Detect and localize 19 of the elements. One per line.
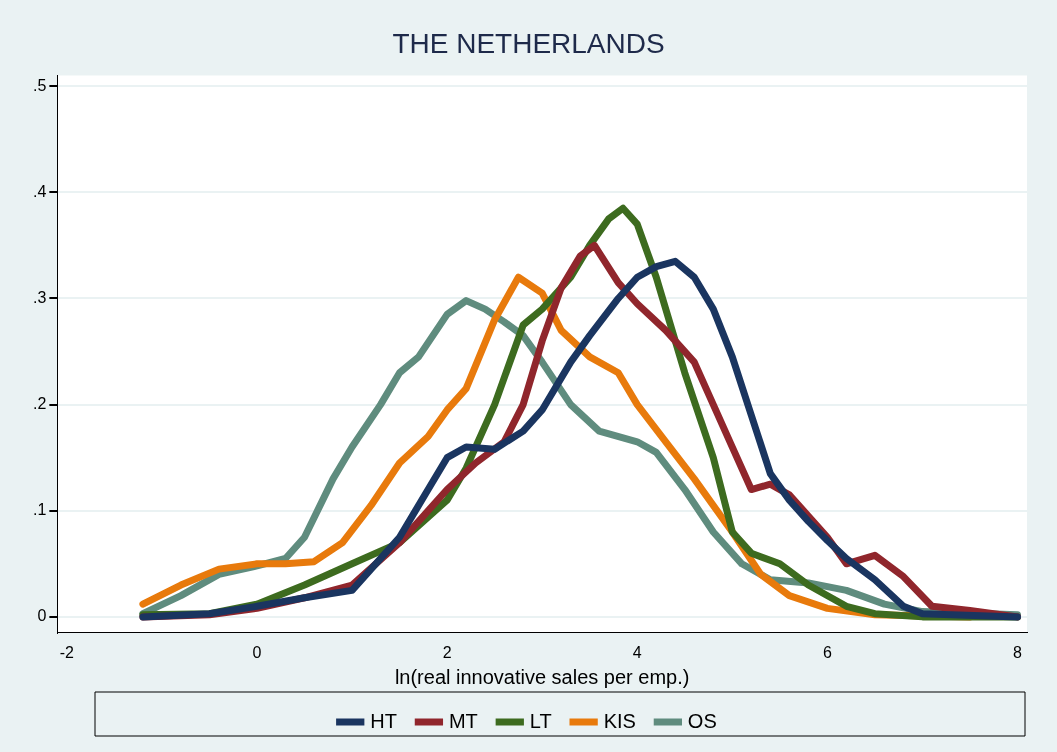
- legend-label: MT: [448, 709, 478, 732]
- y-tick-label: .2: [33, 395, 47, 413]
- y-tick-label: .1: [33, 501, 47, 519]
- legend-label: OS: [687, 709, 717, 732]
- x-tick-label: 2: [442, 643, 452, 661]
- y-tick-label: 0: [37, 607, 47, 625]
- x-tick-label: 8: [1013, 643, 1023, 661]
- legend-label: KIS: [603, 709, 636, 732]
- y-tick-label: .4: [33, 182, 47, 200]
- legend-label: HT: [370, 709, 397, 732]
- x-tick-label: 0: [252, 643, 262, 661]
- x-tick-label: 4: [632, 643, 642, 661]
- x-tick-label: 6: [822, 643, 832, 661]
- x-tick-label: -2: [59, 643, 75, 661]
- y-tick-label: .3: [33, 288, 47, 306]
- chart-title: THE NETHERLANDS: [392, 27, 665, 59]
- legend-label: LT: [529, 709, 552, 732]
- x-axis-title: ln(real innovative sales per emp.): [394, 665, 690, 688]
- y-tick-label: .5: [33, 76, 47, 94]
